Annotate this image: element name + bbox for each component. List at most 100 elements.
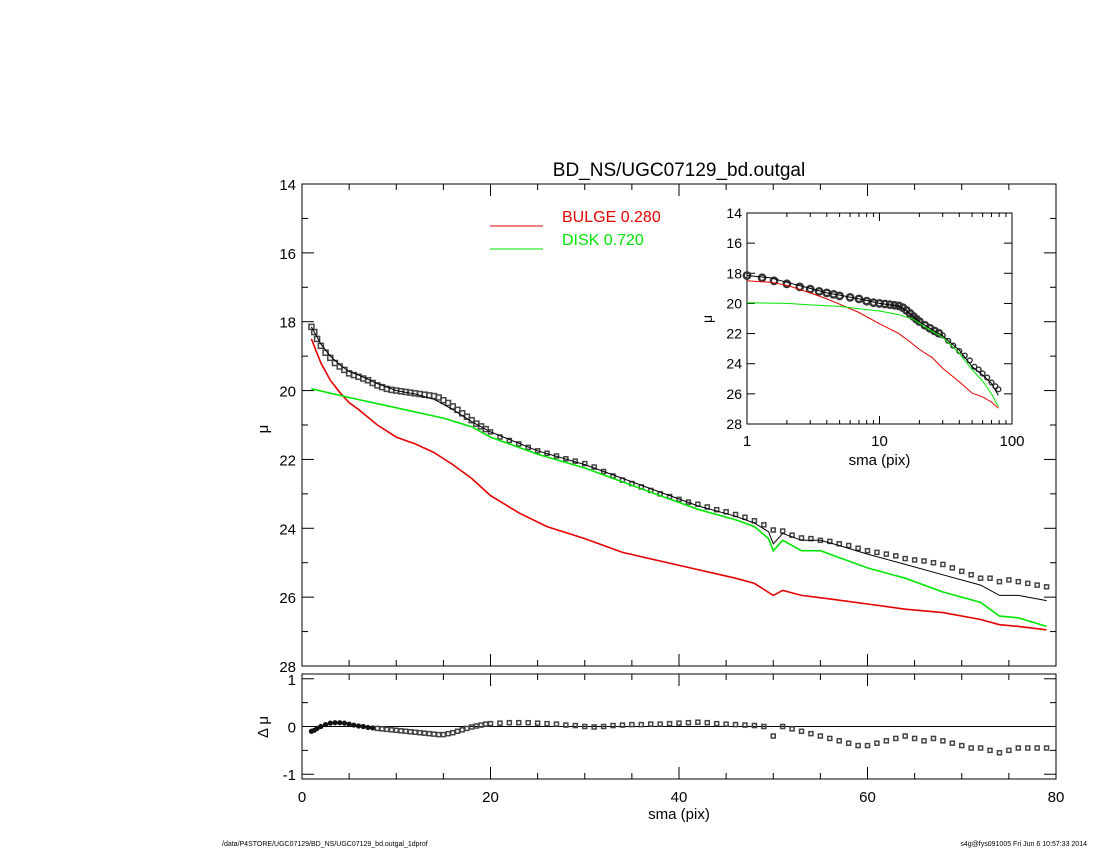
residual-point xyxy=(332,720,338,726)
data-point xyxy=(949,565,956,571)
residual-point xyxy=(379,726,385,732)
bulge-line xyxy=(310,338,1047,631)
y-axis-label: μ xyxy=(255,425,272,434)
y-tick-label: 28 xyxy=(726,416,742,432)
residual-point xyxy=(384,726,390,733)
residual-point xyxy=(497,720,503,726)
data-point xyxy=(770,527,776,533)
residual-point xyxy=(407,729,414,735)
y-tick-label: 28 xyxy=(279,659,296,676)
data-point xyxy=(977,575,984,581)
data-point xyxy=(779,528,786,534)
y-tick-label: 1 xyxy=(288,672,296,689)
residual-point xyxy=(940,738,946,744)
residual-point xyxy=(619,722,626,728)
data-point xyxy=(864,547,871,554)
data-point xyxy=(996,578,1003,585)
residual-point xyxy=(610,722,616,729)
residual-point xyxy=(732,721,739,728)
y-tick-label: 14 xyxy=(726,205,742,221)
residual-point xyxy=(322,721,329,728)
y-tick-label: 18 xyxy=(726,265,742,281)
y-tick-label: 14 xyxy=(279,177,296,194)
data-point xyxy=(487,429,494,435)
residual-point xyxy=(676,720,682,726)
data-point xyxy=(444,399,452,407)
residual-point xyxy=(761,723,767,730)
bulge-line xyxy=(746,280,999,409)
residual-point xyxy=(695,719,701,725)
residual-point xyxy=(874,740,880,746)
residual-point xyxy=(591,724,597,730)
x-tick-label: 60 xyxy=(859,789,876,806)
residual-point xyxy=(902,733,908,739)
x-axis-label: sma (pix) xyxy=(849,452,911,469)
data-point xyxy=(1006,577,1012,583)
data-point xyxy=(921,558,927,564)
y-tick-label: 0 xyxy=(288,720,296,737)
data-point xyxy=(769,276,779,286)
y-tick-label: 26 xyxy=(726,386,742,402)
footer-timestamp: s4g@fys091005 Fri Jun 6 10:57:33 2014 xyxy=(960,841,1087,848)
data-point xyxy=(988,379,995,386)
residual-point xyxy=(421,730,428,736)
legend-label: DISK 0.720 xyxy=(562,232,644,249)
residual-point xyxy=(431,731,437,737)
residual-point xyxy=(827,735,833,742)
residual-point xyxy=(1034,745,1040,751)
data-point xyxy=(534,448,541,454)
residual-point xyxy=(417,729,423,736)
data-point xyxy=(782,279,792,289)
residual-point xyxy=(845,740,852,746)
footer-file-path: /data/P4STORE/UGC07129/BD_NS/UGC07129_bd… xyxy=(222,841,428,848)
data-point xyxy=(874,549,880,556)
data-point xyxy=(1034,582,1040,588)
y-tick-label: 22 xyxy=(726,326,742,342)
x-tick-label: 20 xyxy=(482,789,499,806)
data-point xyxy=(713,506,720,513)
y-tick-label: 16 xyxy=(726,235,742,251)
residual-point xyxy=(1043,745,1050,751)
residual-point xyxy=(600,723,607,730)
data-point xyxy=(911,557,918,563)
residual-point xyxy=(911,735,918,742)
x-tick-label: 0 xyxy=(298,789,306,806)
residual-point xyxy=(713,720,720,727)
total-model-line xyxy=(310,326,1047,602)
residual-point xyxy=(516,719,522,726)
residual-point xyxy=(817,733,824,739)
data-point xyxy=(855,545,861,552)
residual-point xyxy=(666,720,673,727)
y-tick-label: 22 xyxy=(279,452,296,469)
y-tick-label: -1 xyxy=(283,767,296,784)
residual-point xyxy=(318,723,324,730)
residual-point xyxy=(987,747,993,754)
residual-point xyxy=(346,721,352,727)
data-point xyxy=(497,434,503,440)
residual-point xyxy=(582,723,588,730)
residual-point xyxy=(572,722,579,729)
residual-point xyxy=(487,720,494,727)
residual-point xyxy=(454,728,461,735)
data-point xyxy=(845,542,852,549)
data-point xyxy=(600,468,607,475)
residual-point xyxy=(370,725,376,731)
residual-point xyxy=(478,722,484,728)
residual-point xyxy=(412,729,418,735)
y-tick-label: 24 xyxy=(279,521,296,538)
y-axis-label: μ xyxy=(699,315,715,323)
residual-point xyxy=(968,745,974,751)
residual-point xyxy=(770,733,776,739)
residual-point xyxy=(977,745,984,751)
residual-point xyxy=(657,721,663,727)
residual-point xyxy=(563,722,569,728)
residual-point xyxy=(388,727,395,733)
residual-point xyxy=(883,738,890,744)
data-point xyxy=(902,555,908,562)
residual-point xyxy=(365,724,371,731)
residual-point xyxy=(647,721,654,727)
residual-point xyxy=(341,720,348,726)
residual-point xyxy=(426,730,432,737)
